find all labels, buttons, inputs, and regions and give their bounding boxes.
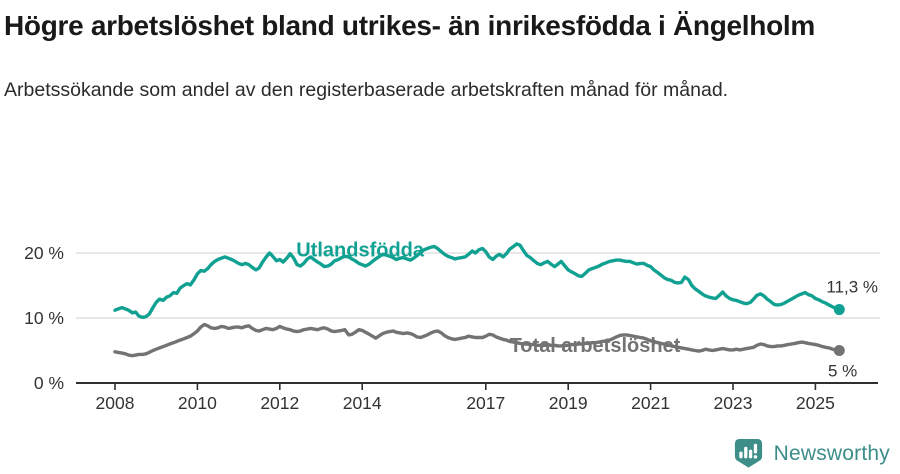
series-label-utlandsfodda: Utlandsfödda [296,239,425,261]
logo-exclamation-bar [753,443,757,454]
end-dot-utlandsfodda [833,304,845,316]
end-value-label-utlandsfodda: 11,3 % [826,278,878,297]
newsworthy-logo-icon [734,438,762,468]
x-axis-label: 2012 [260,393,299,413]
x-axis-label: 2021 [631,393,670,413]
chart-title: Högre arbetslöshet bland utrikes- än inr… [4,10,815,41]
logo-bar-tall [743,446,748,459]
y-axis-label: 10 % [24,308,64,328]
x-axis-label: 2023 [714,393,753,413]
end-value-label-total: 5 % [828,362,857,381]
x-axis-label: 2025 [796,393,835,413]
logo-bar-medium [748,449,752,459]
series-line-utlandsfodda [113,242,841,320]
end-dot-total [833,345,845,356]
x-axis-label: 2017 [466,393,505,413]
y-axis-label: 20 % [24,243,64,263]
x-axis-label: 2019 [549,393,588,413]
x-axis-label: 2008 [96,393,135,413]
series-line-total [113,322,841,358]
newsworthy-logo: Newsworthy [732,437,890,470]
x-axis-label: 2014 [343,393,382,413]
y-axis-label: 0 % [34,373,64,393]
logo-bubble-shape [734,438,762,468]
x-axis-label: 2010 [178,393,217,413]
logo-exclamation-dot [753,455,757,459]
newsworthy-logo-text: Newsworthy [773,441,890,465]
series-label-total: Total arbetslöshet [510,335,681,357]
chart-subtitle: Arbetssökande som andel av den registerb… [4,79,729,102]
logo-bar-short [738,451,743,459]
